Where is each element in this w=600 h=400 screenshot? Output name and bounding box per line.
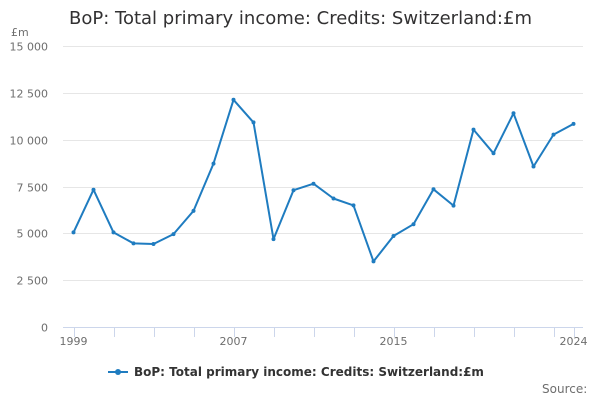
data-point[interactable] bbox=[451, 203, 456, 208]
y-tick-label: 7 500 bbox=[17, 182, 49, 195]
y-tick-label: 10 000 bbox=[10, 135, 49, 148]
line-dot-marker-icon bbox=[108, 367, 128, 377]
series-line bbox=[72, 98, 575, 263]
data-point[interactable] bbox=[151, 242, 156, 246]
data-point[interactable] bbox=[411, 222, 416, 227]
data-point[interactable] bbox=[431, 187, 436, 192]
y-tick-label: 15 000 bbox=[10, 41, 49, 54]
data-point[interactable] bbox=[391, 234, 396, 238]
y-axis-ticks: 0 2 500 5 000 7 500 10 000 12 500 15 000 bbox=[10, 41, 49, 335]
data-point[interactable] bbox=[111, 230, 116, 235]
data-point[interactable] bbox=[371, 259, 376, 264]
data-point[interactable] bbox=[291, 188, 296, 193]
data-point[interactable] bbox=[471, 127, 476, 132]
x-axis: 1999 2007 2015 2024 bbox=[60, 327, 588, 348]
legend-label: BoP: Total primary income: Credits: Swit… bbox=[134, 365, 484, 379]
data-point[interactable] bbox=[511, 111, 516, 116]
data-point[interactable] bbox=[71, 230, 76, 235]
data-point[interactable] bbox=[131, 241, 136, 246]
data-point[interactable] bbox=[311, 181, 316, 186]
y-tick-label: 2 500 bbox=[17, 275, 49, 288]
x-tick-label: 2007 bbox=[220, 335, 248, 348]
legend-item[interactable]: BoP: Total primary income: Credits: Swit… bbox=[108, 365, 484, 379]
source-label: Source: bbox=[542, 382, 588, 396]
data-point[interactable] bbox=[91, 187, 96, 192]
x-tick-label: 1999 bbox=[60, 335, 88, 348]
data-point[interactable] bbox=[571, 121, 576, 126]
y-tick-label: 12 500 bbox=[10, 88, 49, 101]
data-point[interactable] bbox=[211, 161, 216, 166]
chart-title: BoP: Total primary income: Credits: Swit… bbox=[69, 8, 532, 29]
data-series bbox=[71, 97, 576, 264]
data-point[interactable] bbox=[331, 196, 336, 201]
data-point[interactable] bbox=[551, 132, 556, 137]
data-point[interactable] bbox=[251, 120, 256, 125]
y-tick-label: 0 bbox=[41, 322, 48, 335]
data-point[interactable] bbox=[531, 164, 536, 169]
data-point[interactable] bbox=[231, 97, 236, 102]
data-point[interactable] bbox=[171, 232, 176, 237]
x-tick-label: 2015 bbox=[380, 335, 408, 348]
data-point[interactable] bbox=[491, 151, 496, 156]
grid-lines bbox=[63, 46, 583, 281]
y-tick-label: 5 000 bbox=[17, 228, 49, 241]
data-point[interactable] bbox=[351, 203, 356, 208]
x-tick-label: 2024 bbox=[560, 335, 588, 348]
data-point[interactable] bbox=[271, 237, 276, 242]
data-point[interactable] bbox=[191, 208, 196, 213]
y-axis-unit-label: £m bbox=[11, 26, 29, 39]
